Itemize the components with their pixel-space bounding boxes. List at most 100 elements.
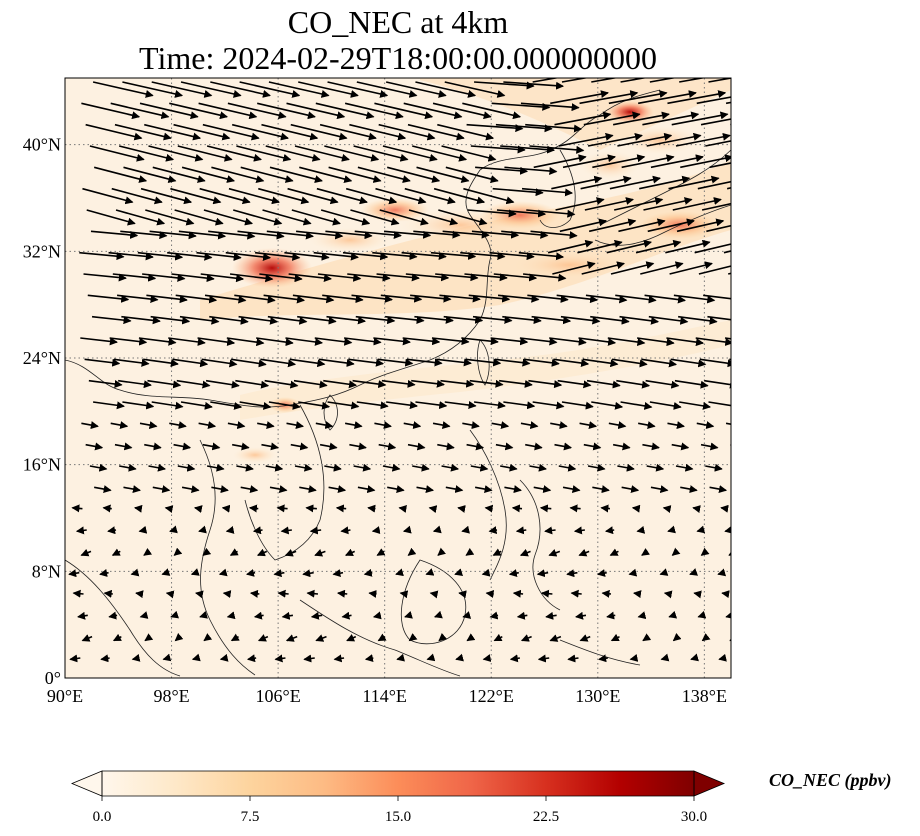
wind-arrow [579, 421, 598, 430]
wind-arrow [222, 590, 232, 599]
wind-arrow [526, 209, 576, 218]
wind-arrow [416, 485, 434, 494]
colorbar-gradient [102, 771, 694, 796]
wind-arrow [344, 548, 356, 557]
wind-arrow [465, 358, 502, 367]
wind-arrow [111, 548, 121, 556]
wind-arrow [680, 154, 731, 169]
wind-arrow [150, 315, 191, 325]
wind-arrow [252, 526, 263, 535]
wind-arrow [151, 401, 184, 410]
wind-arrow [318, 358, 355, 367]
wind-arrow [199, 610, 208, 619]
wind-arrow [731, 200, 779, 211]
wind-arrow [354, 230, 402, 239]
wind-arrow [532, 401, 565, 410]
wind-arrow [267, 315, 308, 325]
wind-arrow [328, 485, 347, 494]
wind-arrow [208, 230, 256, 240]
wind-arrow [287, 187, 339, 205]
wind-arrow [491, 421, 510, 430]
wind-arrow [148, 145, 204, 162]
wind-arrow [585, 294, 628, 304]
wind-arrow [597, 569, 607, 577]
wind-arrow [180, 81, 242, 98]
wind-arrow [144, 633, 154, 642]
wind-arrow [469, 379, 504, 388]
wind-arrow [631, 504, 641, 513]
wind-arrow [120, 230, 168, 240]
wind-arrow [706, 224, 731, 233]
wind-arrow [673, 294, 716, 304]
wind-arrow [81, 634, 93, 642]
wind-arrow [671, 111, 729, 126]
wind-arrow [650, 485, 669, 494]
wind-arrow [672, 197, 722, 211]
wind-arrow [246, 654, 257, 663]
wind-arrow [84, 358, 121, 367]
wind-arrow [639, 175, 691, 190]
wind-arrow [72, 589, 84, 598]
wind-arrow [169, 102, 228, 120]
wind-arrow [303, 654, 315, 663]
wind-arrow [294, 145, 350, 162]
wind-arrow [289, 358, 326, 368]
wind-arrow [261, 123, 319, 141]
wind-arrow [408, 633, 418, 642]
wind-arrow [169, 421, 187, 430]
wind-arrow [583, 442, 602, 451]
wind-arrow [458, 590, 467, 599]
wind-arrow [438, 632, 448, 642]
wind-arrow [116, 294, 159, 304]
wind-arrow [398, 504, 408, 513]
wind-arrow [372, 251, 418, 261]
wind-arrow [425, 568, 435, 576]
wind-arrow [435, 273, 479, 282]
wind-arrow [488, 526, 498, 535]
wind-arrow [177, 145, 233, 162]
wind-arrow [609, 548, 619, 556]
wind-arrow [85, 442, 104, 451]
wind-arrow [317, 273, 362, 282]
wind-arrow [584, 197, 634, 211]
wind-arrow [608, 90, 668, 105]
wind-arrow [489, 611, 499, 620]
wind-arrow [638, 90, 697, 105]
wind-arrow [306, 589, 319, 598]
wind-arrow [554, 442, 572, 451]
wind-arrow [296, 230, 344, 240]
wind-arrow [491, 102, 551, 111]
wind-arrow [561, 78, 590, 83]
wind-arrow [175, 294, 218, 304]
wind-arrow [290, 442, 309, 451]
wind-arrow [314, 549, 326, 557]
wind-arrow [641, 358, 678, 368]
wind-arrow [146, 294, 188, 304]
wind-arrow [509, 654, 520, 663]
wind-arrow [190, 568, 200, 576]
wind-arrow [503, 81, 564, 90]
wind-arrow [314, 337, 353, 346]
wind-arrow [648, 315, 689, 325]
wind-arrow [294, 463, 313, 472]
wind-arrow [236, 145, 292, 162]
wind-arrow [501, 230, 549, 239]
wind-arrow [519, 548, 531, 557]
wind-arrow [404, 187, 456, 205]
wind-arrow [196, 251, 242, 261]
longitude-tick-label: 98°E [153, 686, 189, 706]
wind-arrow [288, 273, 332, 283]
wind-arrow [193, 505, 203, 514]
wind-arrow [172, 358, 209, 368]
wind-arrow [378, 442, 397, 451]
wind-arrow [496, 209, 547, 218]
wind-arrow [607, 337, 646, 347]
wind-arrow [349, 123, 407, 141]
wind-arrow [642, 633, 652, 642]
wind-arrow [268, 81, 330, 98]
wind-arrow [548, 549, 561, 557]
wind-arrow [147, 379, 182, 389]
wind-arrow [180, 401, 213, 410]
wind-arrow [520, 634, 532, 642]
wind-arrow [406, 358, 443, 367]
